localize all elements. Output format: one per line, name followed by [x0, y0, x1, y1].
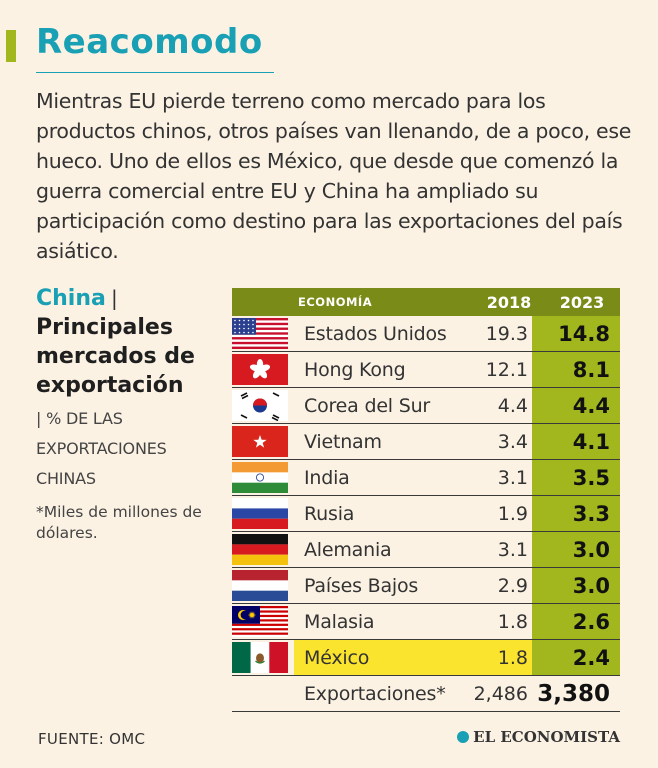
table-row: Corea del Sur 4.4 4.4	[232, 388, 620, 424]
table-row: Alemania 3.1 3.0	[232, 532, 620, 568]
caption-unit: | % DE LAS EXPORTACIONES CHINAS	[36, 404, 226, 494]
table-row: Vietnam 3.4 4.1	[232, 424, 620, 460]
caption-country: China	[36, 286, 106, 311]
value-2023: 3.5	[532, 460, 620, 495]
caption-separator: |	[110, 286, 118, 310]
header-2023: 2023	[559, 292, 605, 312]
india-flag-icon	[232, 462, 288, 493]
economy-name: Vietnam	[304, 430, 382, 453]
table-header: ECONOMÍA 2018 2023	[232, 288, 620, 316]
economy-name: Corea del Sur	[304, 394, 431, 417]
chart-caption: China | Principales mercados de exportac…	[36, 286, 226, 544]
total-row: Exportaciones* 2,486 3,380	[232, 676, 620, 712]
brand-logo: EL ECONOMISTA	[457, 728, 620, 746]
value-2018: 19.3	[485, 322, 528, 345]
exports-table: ECONOMÍA 2018 2023 Estados Unidos 19.3 14.…	[232, 288, 620, 712]
hong-kong-flag-icon	[232, 354, 288, 385]
value-2023: 3.0	[532, 532, 620, 567]
value-2018: 4.4	[497, 394, 528, 417]
table-row: Rusia 1.9 3.3	[232, 496, 620, 532]
us-flag-icon	[232, 318, 288, 349]
value-2018: 1.8	[497, 610, 528, 633]
russia-flag-icon	[232, 498, 288, 529]
value-2023: 3.3	[532, 496, 620, 531]
caption-heading: Principales mercados de exportación	[36, 315, 195, 398]
value-2018: 1.9	[497, 502, 528, 525]
economy-name: Hong Kong	[304, 358, 406, 381]
header-2018: 2018	[486, 292, 532, 312]
germany-flag-icon	[232, 534, 288, 565]
table-body: Estados Unidos 19.3 14.8 Hong Kong 12.1 8.1 Co…	[232, 316, 620, 676]
vietnam-flag-icon	[232, 426, 288, 457]
value-2018: 1.8	[497, 646, 528, 669]
table-row: India 3.1 3.5	[232, 460, 620, 496]
table-row: Estados Unidos 19.3 14.8	[232, 316, 620, 352]
economy-name: Malasia	[304, 610, 375, 633]
value-2023: 2.6	[532, 604, 620, 639]
intro-paragraph: Mientras EU pierde terreno como mercado …	[36, 89, 632, 263]
source-note: FUENTE: OMC	[38, 730, 146, 748]
table-row: Hong Kong 12.1 8.1	[232, 352, 620, 388]
value-2018: 3.1	[497, 466, 528, 489]
title-accent-bar	[6, 30, 16, 62]
total-2023: 3,380	[537, 680, 610, 707]
caption-note: *Miles de millones de dólares.	[36, 503, 202, 542]
unit-separator: |	[36, 409, 42, 428]
mexico-flag-icon	[232, 642, 288, 673]
total-label: Exportaciones*	[304, 682, 446, 705]
value-2018: 3.4	[497, 430, 528, 453]
table-row: México 1.8 2.4	[232, 640, 620, 676]
economy-name: India	[304, 466, 350, 489]
unit-text: % DE LAS EXPORTACIONES CHINAS	[36, 409, 167, 488]
total-2018: 2,486	[473, 682, 528, 705]
value-2018: 3.1	[497, 538, 528, 561]
malaysia-flag-icon	[232, 606, 288, 637]
economy-name: Países Bajos	[304, 574, 419, 597]
value-2023: 2.4	[532, 640, 620, 675]
value-2023: 4.4	[532, 388, 620, 423]
value-2023: 8.1	[532, 352, 620, 387]
value-2018: 2.9	[497, 574, 528, 597]
brand-text: EL ECONOMISTA	[473, 728, 620, 746]
netherlands-flag-icon	[232, 570, 288, 601]
economy-name: Rusia	[304, 502, 355, 525]
table-row: Países Bajos 2.9 3.0	[232, 568, 620, 604]
economy-name: Alemania	[304, 538, 392, 561]
economy-name: Estados Unidos	[304, 322, 447, 345]
value-2023: 3.0	[532, 568, 620, 603]
value-2023: 4.1	[532, 424, 620, 459]
value-2023: 14.8	[532, 316, 620, 351]
title-underline	[36, 72, 274, 73]
south-korea-flag-icon	[232, 390, 288, 421]
page-title: Reacomodo	[36, 22, 263, 62]
table-row: Malasia 1.8 2.6	[232, 604, 620, 640]
value-2018: 12.1	[485, 358, 528, 381]
brand-dot-icon	[457, 731, 470, 743]
economy-name: México	[304, 646, 370, 669]
header-economy: ECONOMÍA	[298, 295, 373, 309]
